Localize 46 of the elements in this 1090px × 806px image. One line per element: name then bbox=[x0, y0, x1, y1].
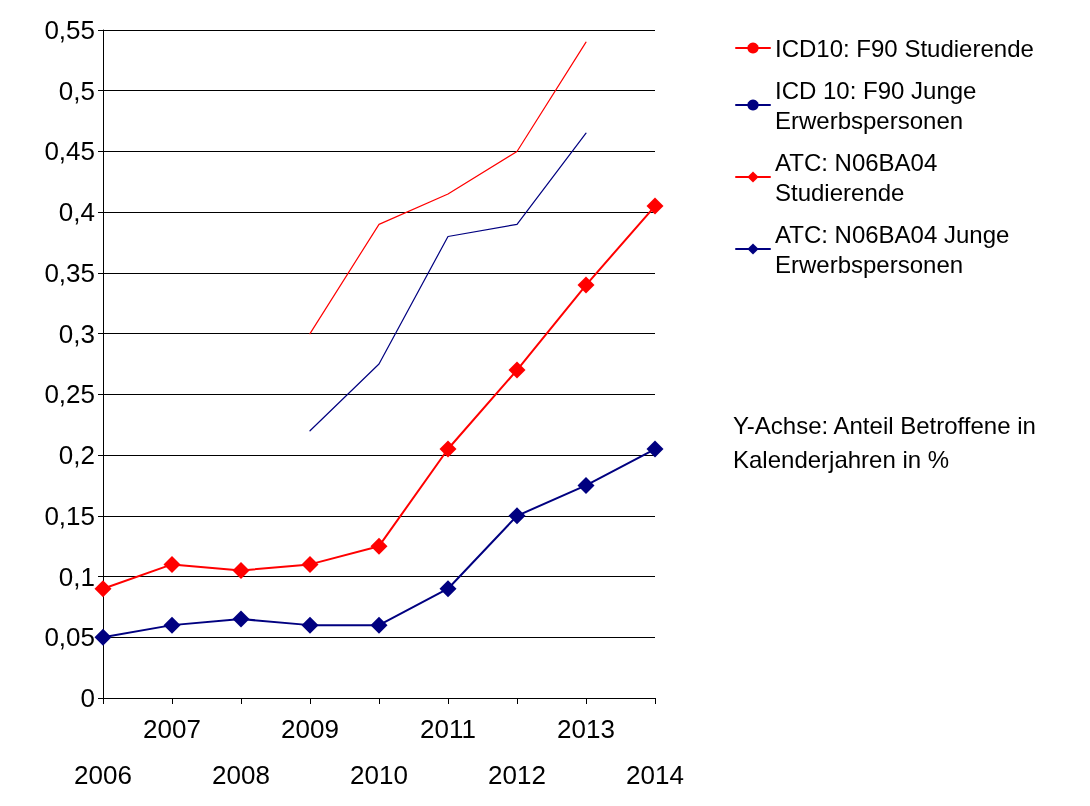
x-tick-label: 2008 bbox=[212, 760, 270, 790]
y-tick-label: 0,3 bbox=[58, 318, 95, 349]
y-tick-label: 0,05 bbox=[44, 622, 95, 653]
x-tick-label: 2007 bbox=[143, 714, 201, 744]
y-tick-label: 0,2 bbox=[58, 440, 95, 471]
point bbox=[232, 561, 250, 579]
y-tick-label: 0 bbox=[80, 683, 95, 713]
y-tick-label: 0,5 bbox=[58, 75, 95, 106]
text: Y-Achse: Anteil Betroffene in Kalenderjahren in % bbox=[733, 411, 1043, 473]
x-tick-label: 2013 bbox=[557, 714, 615, 744]
point bbox=[370, 537, 388, 555]
x-tick-label: 2012 bbox=[488, 760, 546, 790]
y-tick-label: 0,55 bbox=[44, 15, 95, 45]
y-tick-label: 0,25 bbox=[44, 379, 95, 410]
point bbox=[508, 361, 526, 379]
x-tick-label: 2006 bbox=[74, 760, 132, 790]
legend-label: ATC: N06BA04 Junge Erwerbspersonen bbox=[775, 220, 1017, 278]
point bbox=[439, 440, 457, 458]
point bbox=[94, 628, 112, 646]
point bbox=[646, 440, 664, 458]
x-tick-label: 2014 bbox=[626, 760, 684, 790]
legend-label: ATC: N06BA04 Studierende bbox=[775, 148, 944, 206]
legend-label: ICD 10: F90 Junge Erwerbspersonen bbox=[775, 76, 984, 134]
point bbox=[94, 580, 112, 598]
point bbox=[301, 616, 319, 634]
y-tick-label: 0,45 bbox=[44, 136, 95, 167]
y-tick-label: 0,4 bbox=[58, 197, 95, 228]
point bbox=[508, 507, 526, 525]
point bbox=[301, 555, 319, 573]
y-tick-label: 0,35 bbox=[44, 257, 95, 288]
y-tick-label: 0,1 bbox=[58, 561, 95, 592]
point bbox=[577, 276, 595, 294]
legend-label: ICD10: F90 Studierende bbox=[775, 34, 1034, 62]
point bbox=[232, 610, 250, 628]
x-tick-label: 2011 bbox=[420, 714, 476, 744]
line-series bbox=[309, 41, 587, 335]
line-series bbox=[309, 132, 587, 432]
x-tick-label: 2010 bbox=[350, 760, 408, 790]
point bbox=[370, 616, 388, 634]
point bbox=[163, 616, 181, 634]
point bbox=[439, 580, 457, 598]
y-tick-label: 0,15 bbox=[44, 500, 95, 531]
point bbox=[646, 197, 664, 215]
point bbox=[163, 555, 181, 573]
x-tick-label: 2009 bbox=[281, 714, 339, 744]
point bbox=[577, 476, 595, 494]
